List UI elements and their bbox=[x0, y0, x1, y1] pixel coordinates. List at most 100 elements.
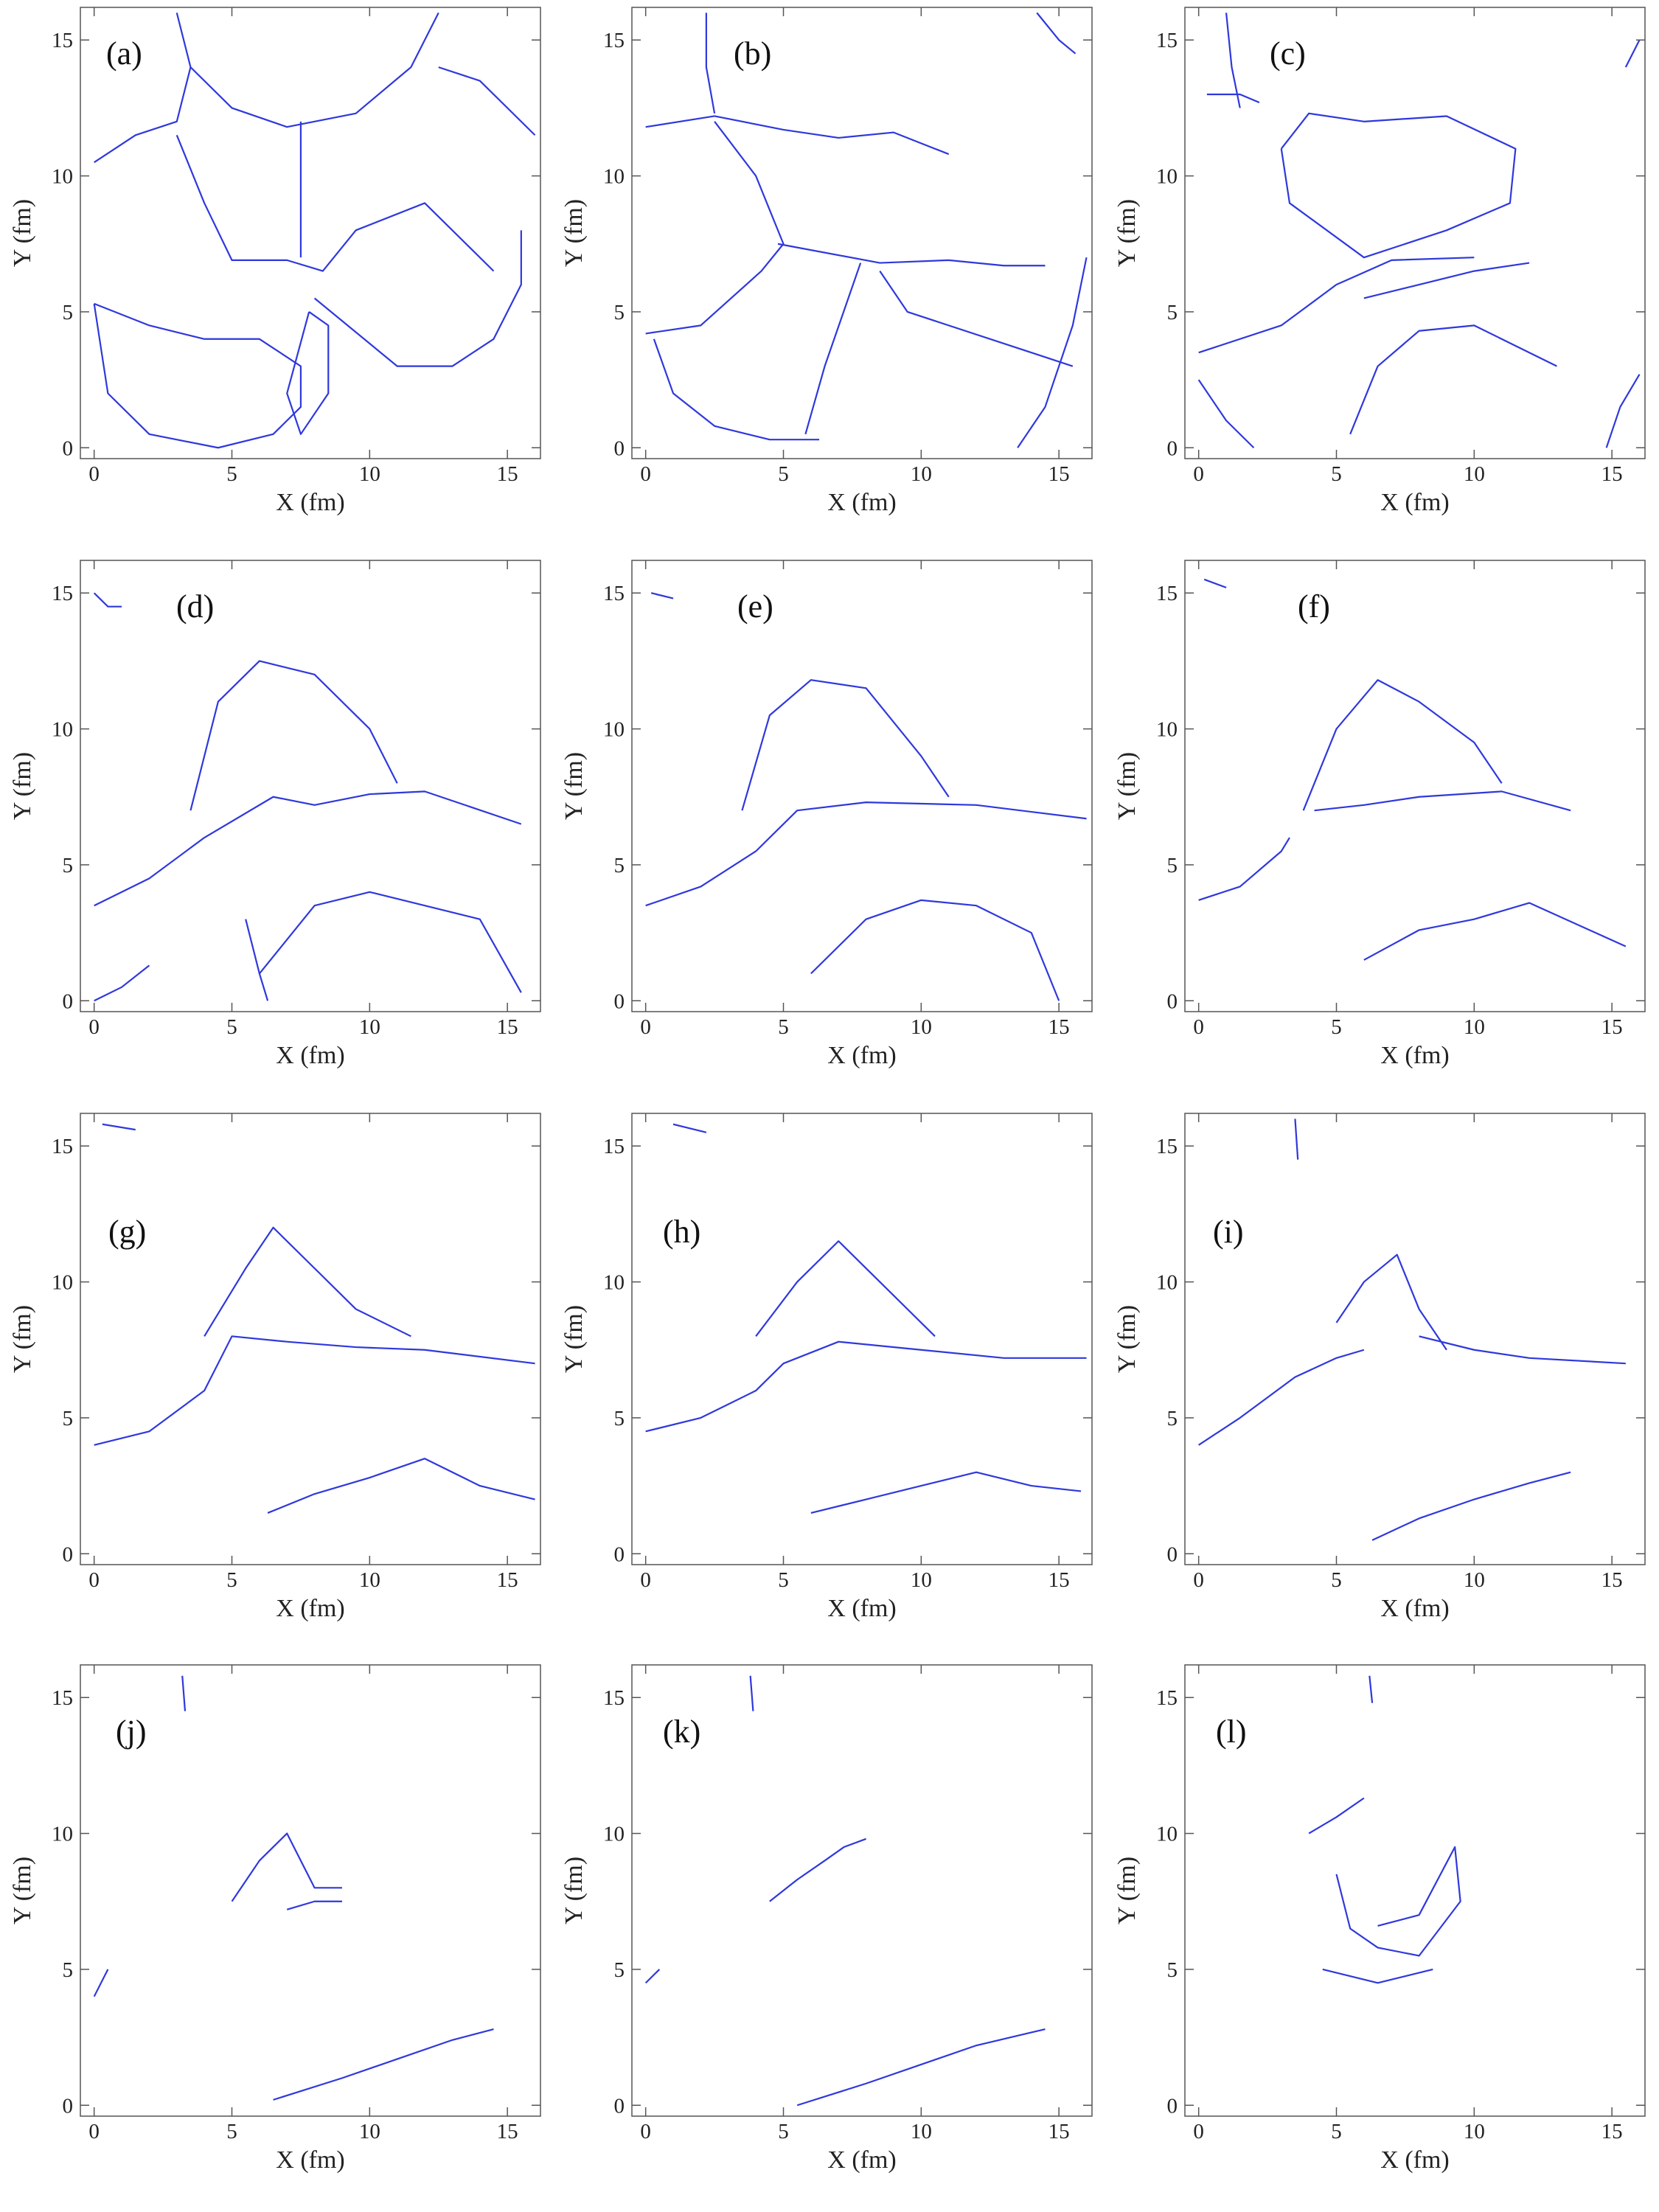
contour-line bbox=[650, 592, 674, 599]
x-tick-label: 15 bbox=[1601, 1015, 1623, 1039]
x-axis-label: X (fm) bbox=[276, 1042, 344, 1069]
contour-line bbox=[204, 1226, 411, 1338]
x-tick-label: 15 bbox=[497, 2120, 518, 2143]
y-tick-label: 10 bbox=[603, 1823, 625, 1846]
contour-line bbox=[645, 115, 950, 156]
x-tick-label: 15 bbox=[1601, 1568, 1623, 1592]
contour-line bbox=[1036, 12, 1077, 55]
x-tick-label: 10 bbox=[1464, 1015, 1485, 1039]
x-tick-label: 15 bbox=[1048, 1015, 1070, 1039]
x-tick-label: 15 bbox=[1601, 2120, 1623, 2143]
plot-frame bbox=[80, 1113, 541, 1565]
plot-frame bbox=[80, 7, 541, 459]
contour-line bbox=[181, 1675, 187, 1711]
x-tick-label: 5 bbox=[778, 1015, 789, 1039]
y-tick-label: 0 bbox=[1167, 1543, 1178, 1566]
y-tick-label: 10 bbox=[52, 1271, 73, 1295]
panel-label: (g) bbox=[108, 1214, 146, 1250]
panel: 0 5 10 15 0 5 10 15 X (fm) Y (fm) (h) bbox=[560, 1113, 1093, 1622]
contour-line bbox=[1206, 93, 1260, 104]
y-tick-label: 15 bbox=[52, 1135, 73, 1158]
x-axis-label: X (fm) bbox=[276, 489, 344, 516]
y-tick-label: 15 bbox=[603, 29, 625, 52]
panel: 0 5 10 15 0 5 10 15 X (fm) Y (fm) (e) bbox=[560, 560, 1093, 1069]
x-tick-label: 5 bbox=[226, 2120, 237, 2143]
panel: 0 5 10 15 0 5 10 15 X (fm) Y (fm) (j) bbox=[9, 1664, 541, 2174]
x-tick-label: 10 bbox=[1464, 1568, 1485, 1592]
contour-line bbox=[1198, 257, 1475, 354]
x-tick-label: 5 bbox=[1331, 2120, 1342, 2143]
contour-line bbox=[313, 230, 522, 367]
y-tick-label: 5 bbox=[614, 854, 625, 877]
x-tick-label: 5 bbox=[778, 2120, 789, 2143]
contour-line bbox=[1624, 39, 1641, 68]
contour-line bbox=[189, 660, 398, 811]
contour-line bbox=[645, 801, 1087, 907]
contour-line bbox=[1371, 1471, 1571, 1541]
plot-frame bbox=[1184, 1113, 1646, 1565]
y-axis-label: Y (fm) bbox=[560, 1857, 588, 1924]
panel-label: (a) bbox=[106, 35, 142, 72]
contour-line bbox=[644, 1969, 661, 1984]
y-axis-label: Y (fm) bbox=[9, 752, 36, 820]
y-tick-label: 15 bbox=[603, 1135, 625, 1158]
contour-line bbox=[1605, 374, 1641, 448]
contour-line bbox=[286, 1900, 342, 1910]
y-tick-label: 0 bbox=[1167, 990, 1178, 1013]
x-tick-label: 10 bbox=[359, 1568, 380, 1592]
contour-line bbox=[741, 679, 950, 811]
contour-line bbox=[1308, 1797, 1365, 1834]
y-axis-label: Y (fm) bbox=[1113, 199, 1141, 267]
plot-frame bbox=[631, 7, 1093, 459]
y-tick-label: 10 bbox=[603, 1271, 625, 1295]
contour-line bbox=[755, 1240, 936, 1338]
panel: 0 5 10 15 0 5 10 15 X (fm) Y (fm) (b) bbox=[560, 7, 1093, 516]
contour-line bbox=[796, 2028, 1046, 2107]
y-tick-label: 0 bbox=[1167, 437, 1178, 460]
x-tick-label: 15 bbox=[1601, 462, 1623, 486]
contour-line bbox=[93, 592, 122, 608]
x-tick-label: 15 bbox=[497, 462, 518, 486]
contour-line bbox=[93, 1969, 109, 1997]
contour-line bbox=[879, 270, 1074, 367]
x-tick-label: 10 bbox=[359, 1015, 380, 1039]
contour-line bbox=[777, 243, 1046, 267]
contour-line bbox=[1280, 112, 1517, 259]
x-tick-label: 10 bbox=[359, 462, 380, 486]
contour-line bbox=[259, 891, 522, 993]
x-tick-label: 0 bbox=[640, 2120, 651, 2143]
contour-line bbox=[102, 1123, 136, 1131]
contour-line bbox=[273, 2028, 494, 2101]
contour-line bbox=[810, 1471, 1082, 1514]
y-tick-label: 10 bbox=[1156, 718, 1178, 742]
y-tick-label: 0 bbox=[1167, 2094, 1178, 2118]
x-tick-label: 0 bbox=[640, 462, 651, 486]
x-axis-label: X (fm) bbox=[276, 1595, 344, 1622]
y-tick-label: 0 bbox=[614, 437, 625, 460]
x-tick-label: 10 bbox=[911, 462, 932, 486]
y-axis-label: Y (fm) bbox=[1113, 1305, 1141, 1373]
y-tick-label: 5 bbox=[1167, 1407, 1178, 1430]
y-tick-label: 0 bbox=[63, 990, 74, 1013]
y-tick-label: 5 bbox=[614, 301, 625, 324]
y-tick-label: 10 bbox=[1156, 1823, 1178, 1846]
plot-frame bbox=[631, 1113, 1093, 1565]
contour-line bbox=[749, 1675, 754, 1711]
panel-label: (i) bbox=[1213, 1214, 1244, 1250]
contour-line bbox=[94, 790, 522, 907]
contour-line bbox=[810, 899, 1060, 1001]
y-axis-label: Y (fm) bbox=[9, 1305, 36, 1373]
contour-line bbox=[1198, 1349, 1365, 1446]
y-tick-label: 10 bbox=[603, 165, 625, 189]
x-tick-label: 10 bbox=[911, 1568, 932, 1592]
y-tick-label: 15 bbox=[52, 29, 73, 52]
y-tick-label: 5 bbox=[63, 854, 74, 877]
y-axis-label: Y (fm) bbox=[1113, 1857, 1141, 1924]
panel: 0 5 10 15 0 5 10 15 X (fm) Y (fm) (g) bbox=[9, 1113, 541, 1622]
panel-label: (f) bbox=[1298, 588, 1330, 625]
y-tick-label: 0 bbox=[63, 437, 74, 460]
x-tick-label: 15 bbox=[497, 1015, 518, 1039]
panel: 0 5 10 15 0 5 10 15 X (fm) Y (fm) (c) bbox=[1113, 7, 1646, 516]
contour-line bbox=[1017, 257, 1088, 448]
x-tick-label: 0 bbox=[88, 1015, 100, 1039]
